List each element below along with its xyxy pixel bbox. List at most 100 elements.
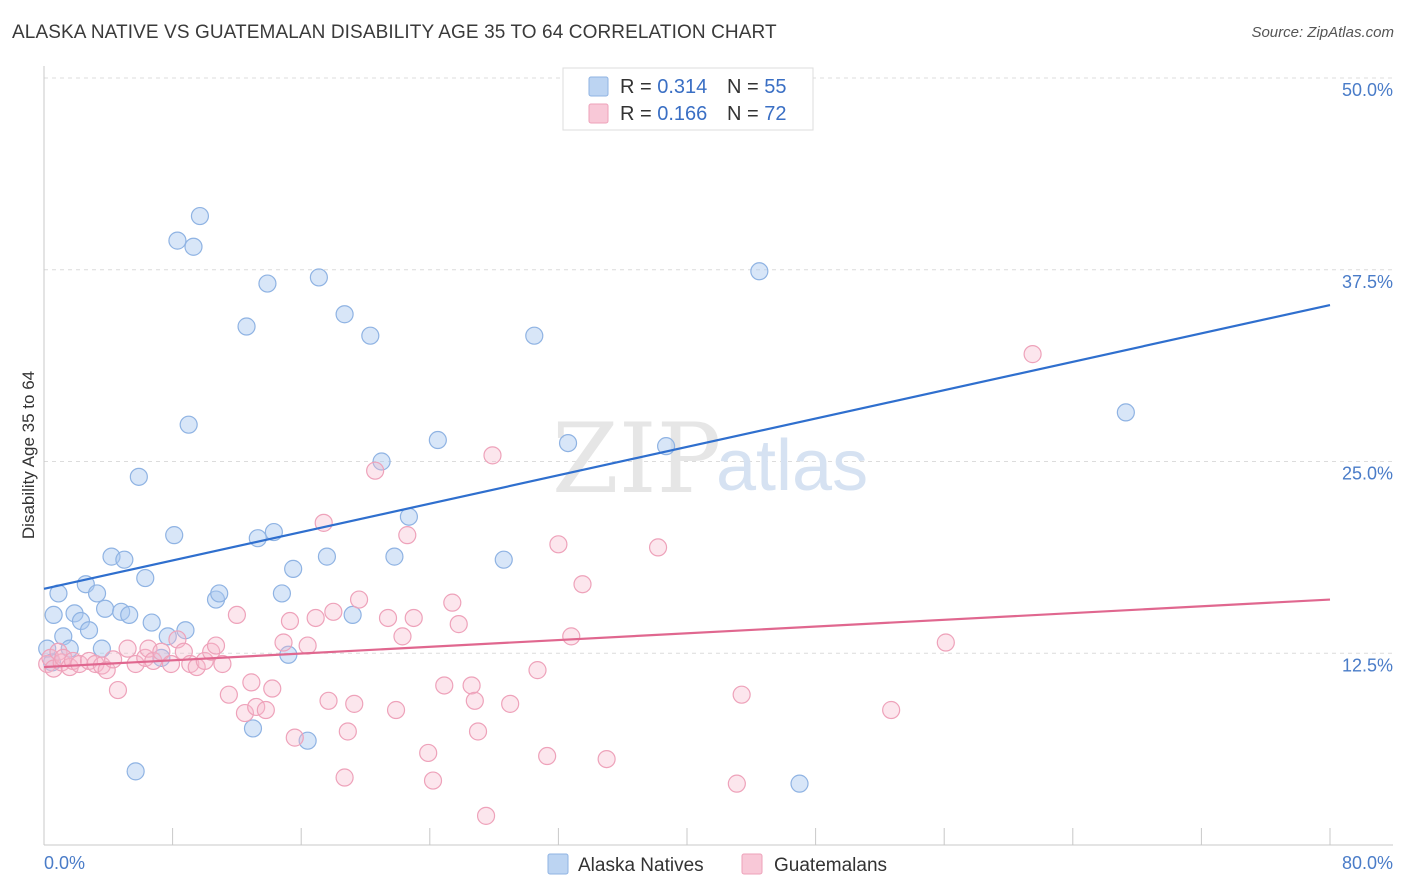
alaska-point-23	[165, 526, 184, 545]
alaska-point-43	[343, 605, 362, 625]
guatemalan-point-13	[104, 650, 123, 669]
guatemalan-point-15	[118, 639, 137, 658]
bottom-legend-alaska: Alaska Natives	[578, 855, 704, 876]
guatemalan-point-31	[227, 605, 246, 625]
guatemalan-point-63	[476, 806, 496, 825]
guatemalan-trendline	[43, 598, 1331, 669]
alaska-point-27	[184, 237, 203, 256]
guatemalan-point-65	[501, 694, 520, 713]
guatemalan-point-37	[274, 633, 293, 652]
guatemalan-point-39	[285, 728, 304, 747]
guatemalan-point-43	[319, 691, 338, 710]
guatemalan-point-27	[202, 642, 221, 661]
guatemalan-point-54	[404, 608, 423, 628]
guatemalan-point-64	[483, 446, 502, 465]
y-tick-label-1: 25.0%	[1342, 464, 1393, 484]
guatemalan-point-28	[206, 636, 226, 655]
alaska-point-42	[335, 305, 354, 324]
alaska-trendline	[43, 303, 1331, 590]
guatemalan-point-35	[256, 700, 275, 720]
guatemalan-point-53	[398, 526, 417, 545]
guatemalan-point-40	[298, 636, 317, 655]
guatemalan-point-74	[732, 685, 751, 704]
guatemalan-point-59	[449, 615, 468, 634]
y-tick-label-0: 12.5%	[1342, 655, 1393, 675]
guatemalan-point-61	[465, 691, 484, 710]
guatemalan-point-76	[936, 633, 955, 652]
alaska-point-55	[1116, 403, 1135, 422]
guatemalan-point-77	[1023, 345, 1042, 364]
guatemalan-point-21	[161, 654, 181, 674]
alaska-point-10	[87, 584, 107, 603]
guatemalan-point-50	[378, 608, 398, 628]
guatemalan-point-56	[423, 771, 443, 790]
guatemalan-point-3	[49, 642, 68, 661]
legend-swatch-guatemalan	[588, 103, 609, 124]
x-tick-min: 0.0%	[44, 853, 85, 873]
alaska-point-44	[361, 326, 380, 345]
guatemalan-point-49	[366, 461, 385, 480]
guatemalan-point-66	[528, 661, 547, 680]
legend-swatch-alaska	[588, 76, 609, 97]
alaska-point-46	[385, 547, 404, 566]
guatemalan-point-47	[345, 694, 364, 713]
y-tick-label-2: 37.5%	[1342, 272, 1393, 292]
guatemalan-point-72	[648, 538, 668, 557]
alaska-point-53	[750, 262, 769, 281]
alaska-point-54	[790, 774, 809, 793]
guatemalan-point-73	[727, 774, 746, 793]
alaska-point-20	[142, 613, 161, 632]
alaska-point-9	[79, 621, 99, 640]
guatemalan-point-62	[468, 722, 488, 741]
guatemalan-point-26	[195, 651, 214, 671]
guatemalan-point-44	[324, 602, 343, 621]
guatemalan-point-71	[597, 749, 616, 769]
alaska-point-50	[525, 326, 544, 345]
alaska-point-31	[237, 317, 256, 336]
y-axis-label: Disability Age 35 to 64	[19, 371, 38, 539]
alaska-point-33	[248, 529, 267, 548]
guatemalan-point-68	[549, 535, 568, 554]
alaska-point-2	[44, 605, 63, 625]
guatemalan-point-14	[108, 680, 128, 700]
alaska-point-47	[399, 507, 419, 526]
y-tick-label-3: 50.0%	[1342, 80, 1393, 100]
alaska-point-16	[120, 605, 139, 625]
alaska-point-28	[190, 206, 210, 226]
alaska-point-18	[129, 467, 148, 486]
alaska-point-30	[210, 584, 229, 603]
guatemalan-point-41	[306, 608, 325, 628]
alaska-point-32	[243, 719, 263, 738]
source-label: Source: ZipAtlas.com	[1251, 24, 1394, 41]
alaska-point-36	[272, 584, 292, 603]
alaska-point-26	[179, 415, 198, 434]
guatemalan-point-46	[338, 722, 357, 741]
y-tick-labels: 12.5% 25.0% 37.5% 50.0%	[1342, 80, 1393, 675]
guatemalan-point-51	[386, 700, 406, 720]
guatemalan-point-29	[213, 654, 232, 674]
alaska-point-24	[168, 231, 187, 250]
guatemalan-point-69	[562, 627, 581, 646]
guatemalan-point-75	[882, 700, 901, 720]
x-tick-max: 80.0%	[1342, 853, 1393, 873]
legend-box: R = 0.314 N = 55 R = 0.166 N = 72	[562, 67, 814, 131]
guatemalan-point-38	[280, 611, 300, 631]
guatemalan-point-45	[335, 768, 354, 787]
watermark-atlas: atlas	[716, 426, 868, 506]
alaska-point-19	[136, 568, 155, 588]
guatemalan-point-52	[393, 627, 412, 646]
alaska-points	[38, 206, 1135, 793]
chart-title: ALASKA NATIVE VS GUATEMALAN DISABILITY A…	[12, 22, 777, 43]
alaska-point-41	[317, 547, 337, 566]
guatemalan-point-12	[97, 661, 116, 680]
guatemalan-point-67	[538, 746, 557, 766]
legend-row-alaska: R = 0.314 N = 55	[620, 76, 787, 98]
alaska-point-49	[494, 550, 513, 569]
axes	[43, 66, 1393, 846]
legend-row-guatemalan: R = 0.166 N = 72	[620, 103, 787, 125]
alaska-point-45	[372, 452, 391, 471]
guatemalan-point-30	[219, 685, 238, 704]
guatemalan-point-16	[126, 654, 145, 674]
alaska-point-34	[258, 274, 277, 293]
